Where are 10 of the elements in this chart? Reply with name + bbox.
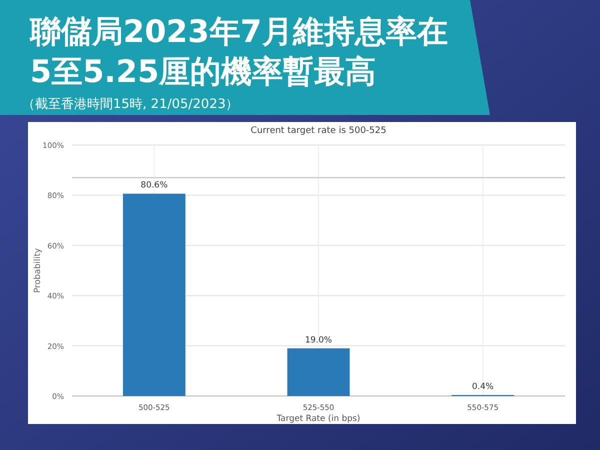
chart-subtitle: （截至香港時間15時, 21/05/2023） bbox=[22, 97, 239, 112]
y-axis-title: Probability bbox=[33, 248, 43, 293]
data-label: 0.4% bbox=[472, 382, 494, 392]
bar bbox=[287, 348, 350, 396]
data-label: 19.0% bbox=[304, 335, 332, 346]
data-label: 80.6% bbox=[140, 180, 168, 191]
x-axis-title: Target Rate (in bps) bbox=[276, 414, 360, 424]
chart-title: 聯儲局2023年7月維持息率在5至5.25厘的機率暫最高 bbox=[29, 14, 448, 90]
text: Current target rate is 500-525 bbox=[250, 126, 386, 136]
bar bbox=[122, 194, 186, 396]
